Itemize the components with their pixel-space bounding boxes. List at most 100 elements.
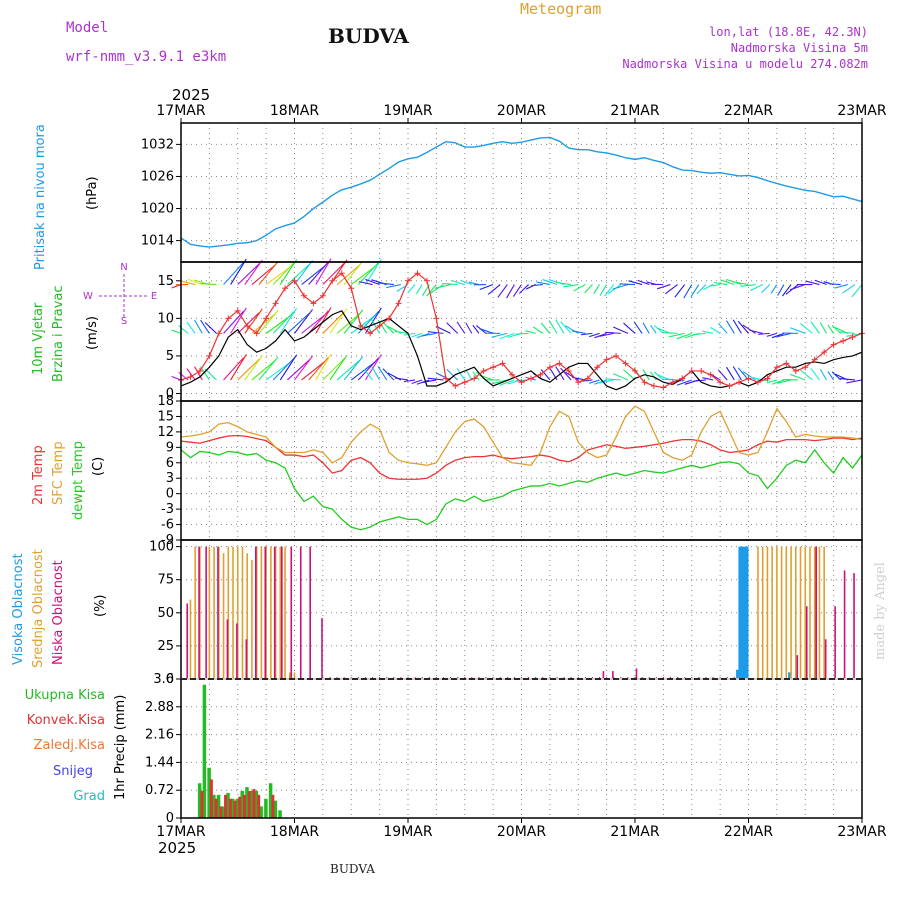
y-tick-label-temp: 9 — [166, 440, 174, 455]
y-tick-label-wind: 0 — [166, 386, 174, 401]
wind-arrow — [749, 329, 763, 334]
wind-arrow — [584, 284, 593, 294]
wind-arrow — [279, 307, 298, 334]
wind-arrow — [411, 379, 423, 384]
wind-arrow — [301, 265, 326, 285]
wind-arrow — [279, 354, 298, 381]
wind-gust-marker — [300, 292, 307, 299]
wind-gust-marker — [603, 356, 610, 363]
wind-gust-marker — [291, 277, 298, 284]
wind-arrow — [237, 358, 260, 381]
precip-total-bar — [202, 684, 207, 818]
date-label-bottom: 19MAR — [383, 824, 432, 840]
wind-arrow — [515, 332, 529, 335]
wind-arrow — [187, 278, 203, 286]
wind-gust-marker — [641, 379, 648, 386]
wind-arrow — [839, 378, 855, 381]
wind-arrow — [446, 368, 459, 381]
wind-arrow — [287, 263, 310, 285]
wind-arrow — [662, 378, 678, 381]
y-tick-label-pressure: 1032 — [141, 137, 174, 152]
precip-convective-bar — [224, 794, 228, 818]
precip-convective-bar — [209, 779, 213, 818]
wind-arrow — [542, 279, 558, 286]
wind-gust-marker — [452, 382, 459, 389]
wind-arrow — [251, 360, 276, 381]
wind-arrow — [726, 366, 735, 381]
wind-arrow — [702, 377, 714, 381]
wind-arrow — [411, 332, 423, 338]
wind-arrow — [336, 359, 361, 381]
wind-arrow — [702, 330, 714, 334]
wind-arrow — [204, 322, 217, 334]
wind-axis-label-1: 10m Vjetar — [31, 302, 46, 375]
wind-gust-marker — [461, 379, 468, 386]
wind-arrow — [613, 326, 629, 334]
wind-arrow — [308, 310, 329, 334]
wind-arrow — [560, 367, 572, 381]
wind-arrow — [237, 312, 260, 334]
wind-gust-marker — [613, 352, 620, 359]
wind-arrow — [272, 357, 295, 381]
wind-arrow — [708, 283, 721, 287]
wind-arrow — [403, 332, 416, 336]
y-tick-label-precip: 0.72 — [145, 783, 174, 798]
wind-gust-marker — [329, 277, 336, 284]
y-tick-label-temp: -3 — [161, 502, 174, 517]
wind-arrow — [607, 284, 622, 295]
wind-arrow — [726, 320, 735, 334]
precip-convective-bar — [247, 790, 251, 818]
wind-arrow — [633, 321, 643, 334]
wind-gust-marker — [736, 379, 743, 386]
y-tick-label-temp: -6 — [161, 518, 174, 533]
wind-arrow — [771, 379, 785, 385]
wind-arrow — [194, 366, 203, 381]
y-tick-label-precip: 1.44 — [145, 755, 174, 770]
wind-arrow — [605, 331, 621, 334]
wind-arrow — [676, 379, 692, 386]
wind-arrow — [810, 321, 820, 334]
wind-arrow — [563, 283, 579, 288]
wind-arrow — [560, 321, 572, 334]
precip-total-bar — [254, 790, 259, 818]
y-tick-label-temp: 18 — [157, 394, 174, 409]
wind-gust-marker — [830, 341, 837, 348]
wind-arrow — [790, 327, 806, 334]
precip-total-bar — [212, 794, 216, 818]
y-tick-label-pressure: 1014 — [141, 234, 174, 249]
legend-graupel: Grad — [73, 789, 105, 804]
y-tick-label-temp: 3 — [166, 471, 174, 486]
wind-arrow — [294, 355, 313, 381]
wind-gust-marker — [423, 277, 430, 284]
wind-arrow — [244, 355, 263, 381]
wind-gust-marker — [698, 367, 705, 374]
date-label-top: 21MAR — [610, 103, 659, 119]
precip-convective-bar — [257, 794, 261, 818]
wind-arrow — [363, 368, 373, 381]
wind-arrow — [472, 371, 480, 381]
y-tick-label-cloud: 0 — [166, 672, 174, 687]
wind-arrow — [465, 322, 473, 334]
wind-arrow — [831, 371, 842, 381]
precip-convective-bar — [238, 796, 242, 818]
wind-gust-line — [180, 272, 863, 389]
wind-arrow — [491, 332, 508, 338]
wind-arrow — [363, 322, 373, 334]
wind-gust-marker — [660, 384, 667, 391]
date-label-bottom: 20MAR — [497, 824, 546, 840]
wind-arrow — [244, 259, 263, 285]
wind-arrow — [415, 284, 423, 295]
wind-arrow — [171, 329, 182, 334]
precip-convective-bar — [252, 789, 256, 818]
wind-arrow — [472, 324, 480, 334]
y-tick-label-precip: 2.16 — [145, 728, 174, 743]
wind-gust-marker — [244, 322, 251, 329]
model-label: Model — [66, 20, 109, 36]
wind-arrow — [555, 319, 565, 334]
wind-gust-marker — [556, 360, 563, 367]
wind-arrow — [555, 281, 572, 286]
wind-arrow — [683, 284, 693, 299]
wind-arrow — [343, 260, 364, 285]
precip-convective-bar — [242, 794, 246, 818]
